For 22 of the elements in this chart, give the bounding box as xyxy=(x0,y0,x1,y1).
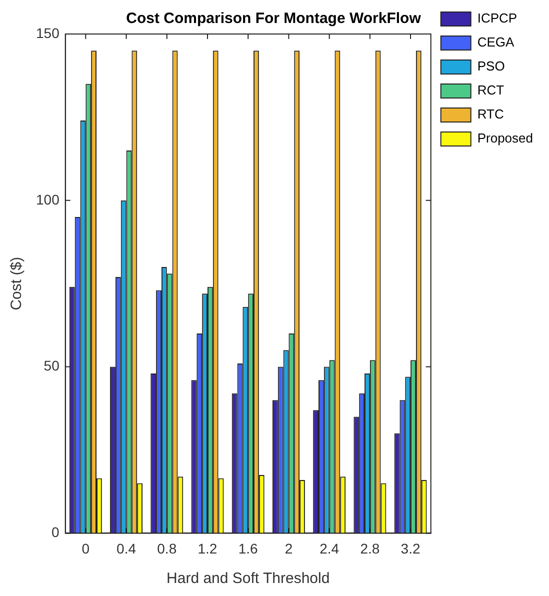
legend-label: RTC xyxy=(477,106,504,122)
x-tick-label: 2.8 xyxy=(360,540,380,556)
x-tick-label: 2 xyxy=(284,540,293,556)
y-tick-label: 100 xyxy=(36,191,60,208)
x-tick-label: 1.6 xyxy=(238,540,258,556)
x-tick-label: 0.8 xyxy=(157,540,177,556)
y-tick-label: 0 xyxy=(52,524,60,540)
legend-label: ICPCP xyxy=(477,10,518,26)
x-tick-label: 3.2 xyxy=(400,540,420,556)
x-tick-label: 1.2 xyxy=(198,540,218,556)
x-tick-label: 2.4 xyxy=(320,540,340,556)
x-tick-label: 0.4 xyxy=(116,540,136,556)
x-tick-label: 0 xyxy=(82,540,90,556)
x-axis-title: Hard and Soft Threshold xyxy=(166,570,330,588)
y-tick-label: 150 xyxy=(36,24,60,41)
chart-title: Cost Comparison For Montage WorkFlow xyxy=(126,10,422,28)
legend-label: Proposed xyxy=(477,130,534,146)
legend-label: PSO xyxy=(477,58,505,74)
legend-label: CEGA xyxy=(477,34,515,50)
legend-label: RCT xyxy=(477,82,504,98)
y-axis-title: Cost ($) xyxy=(8,256,26,310)
y-tick-label: 50 xyxy=(44,358,60,374)
